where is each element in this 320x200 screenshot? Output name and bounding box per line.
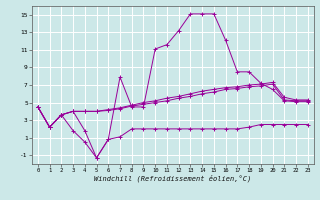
X-axis label: Windchill (Refroidissement éolien,°C): Windchill (Refroidissement éolien,°C): [94, 175, 252, 182]
